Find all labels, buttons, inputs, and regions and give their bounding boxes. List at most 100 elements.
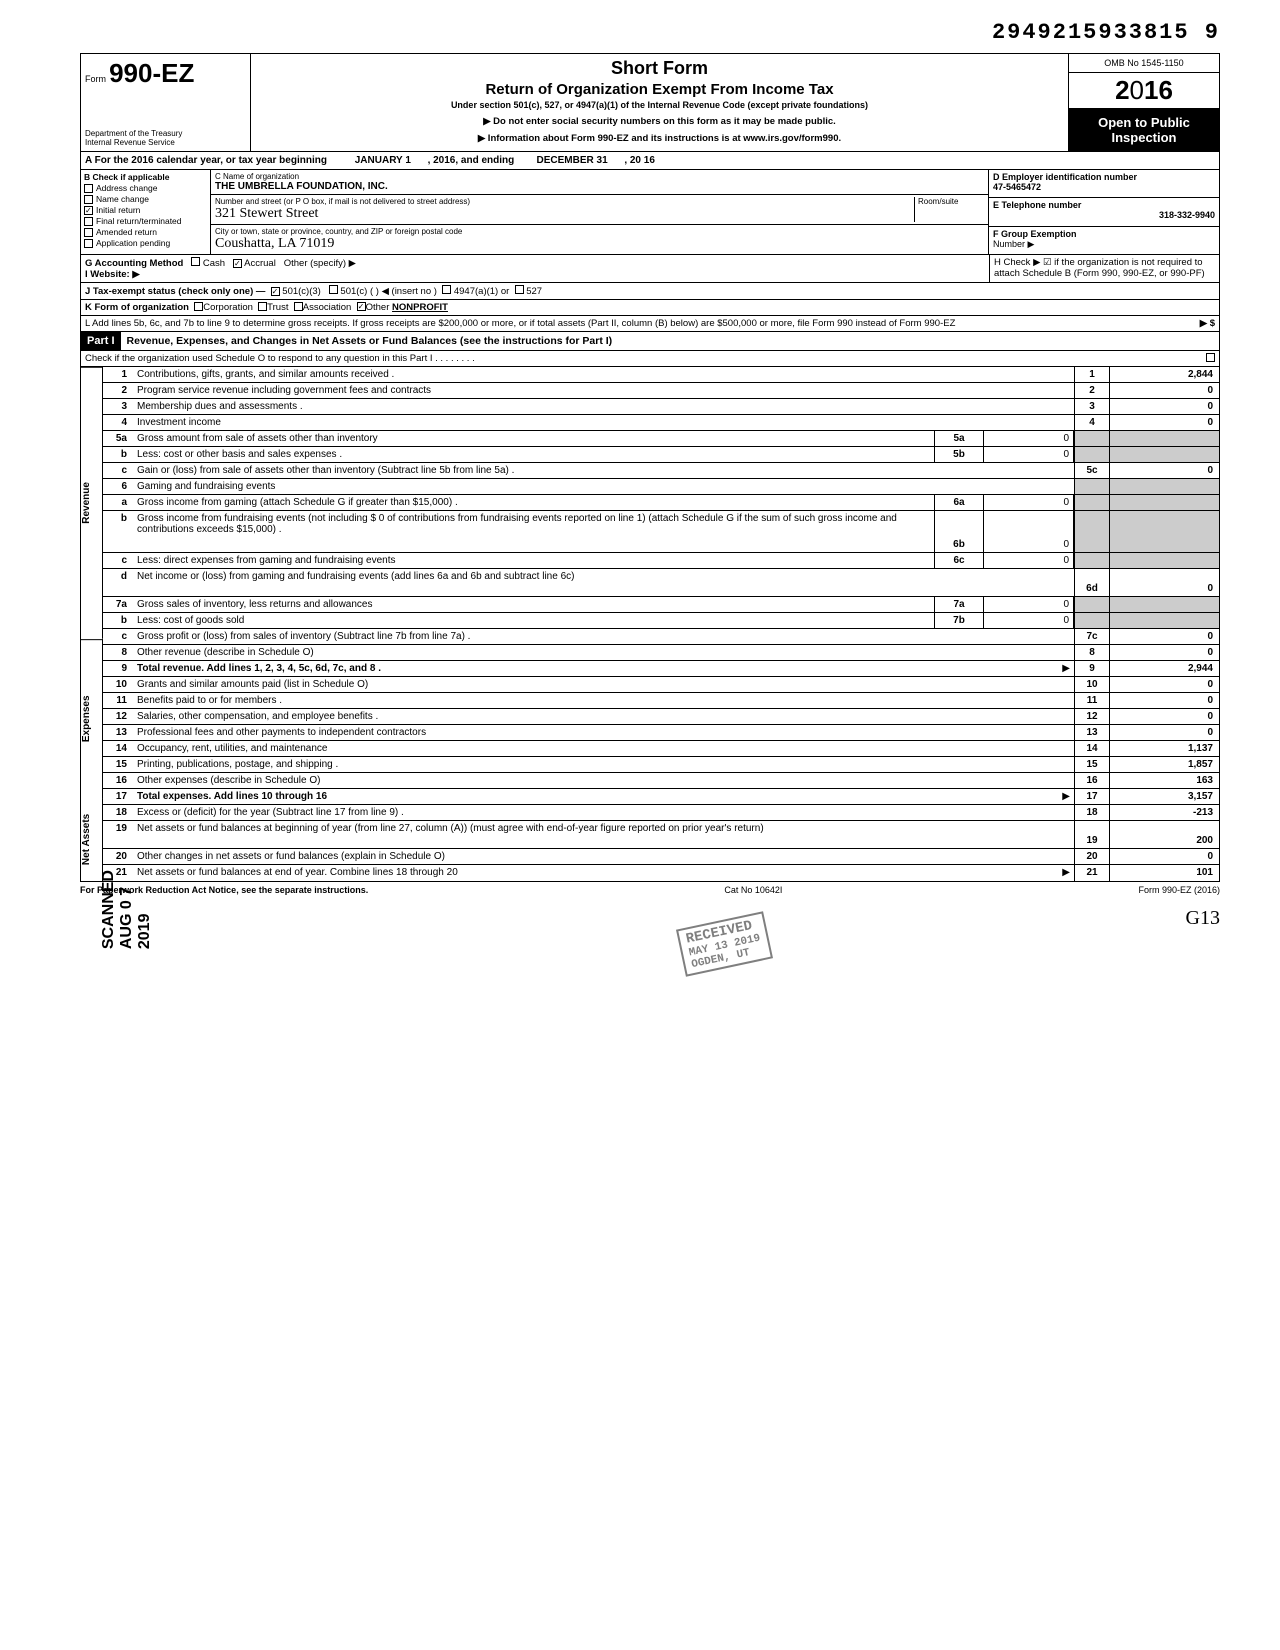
chk-cash[interactable] — [191, 257, 200, 266]
form-number: 990-EZ — [109, 58, 194, 88]
side-labels: Revenue Expenses Net Assets — [81, 367, 103, 881]
chk-final-return[interactable]: Final return/terminated — [84, 216, 207, 226]
line-6c: cLess: direct expenses from gaming and f… — [103, 553, 1219, 569]
line-16: 16Other expenses (describe in Schedule O… — [103, 773, 1219, 789]
line-10: 10Grants and similar amounts paid (list … — [103, 677, 1219, 693]
c-name-row: C Name of organization THE UMBRELLA FOUN… — [211, 170, 988, 195]
org-address: 321 Stewert Street — [215, 206, 914, 222]
d-ein-row: D Employer identification number 47-5465… — [989, 170, 1219, 198]
row-a-start: JANUARY 1 — [355, 155, 411, 166]
main-table: Revenue Expenses Net Assets 1Contributio… — [80, 367, 1220, 882]
line-15: 15Printing, publications, postage, and s… — [103, 757, 1219, 773]
line-13: 13Professional fees and other payments t… — [103, 725, 1219, 741]
part1-title: Revenue, Expenses, and Changes in Net As… — [121, 332, 1219, 350]
line-17: 17Total expenses. Add lines 10 through 1… — [103, 789, 1219, 805]
line-6: 6Gaming and fundraising events — [103, 479, 1219, 495]
i-label: I Website: ▶ — [85, 269, 140, 280]
line-14: 14Occupancy, rent, utilities, and mainte… — [103, 741, 1219, 757]
handwritten-g13: G13 — [80, 907, 1220, 930]
h-box: H Check ▶ ☑ if the organization is not r… — [989, 255, 1219, 282]
chk-501c3[interactable] — [271, 287, 280, 296]
line-7a: 7aGross sales of inventory, less returns… — [103, 597, 1219, 613]
chk-527[interactable] — [515, 285, 524, 294]
c-city-row: City or town, state or province, country… — [211, 225, 988, 254]
side-net-assets: Net Assets — [81, 798, 103, 881]
org-name: THE UMBRELLA FOUNDATION, INC. — [215, 181, 984, 192]
g-label: G Accounting Method — [85, 258, 183, 269]
f-group-row: F Group Exemption Number ▶ — [989, 227, 1219, 254]
line-5c: cGain or (loss) from sale of assets othe… — [103, 463, 1219, 479]
ein: 47-5465472 — [993, 182, 1041, 192]
header-right: OMB No 1545-1150 20201616 Open to Public… — [1069, 54, 1219, 151]
chk-schedule-o[interactable] — [1206, 353, 1215, 362]
k-label: K Form of organization — [85, 302, 189, 313]
dept-line-1: Department of the Treasury — [85, 129, 246, 138]
chk-initial-return[interactable]: Initial return — [84, 205, 207, 215]
f-label: F Group Exemption — [993, 229, 1077, 239]
dept-line-2: Internal Revenue Service — [85, 138, 246, 147]
gi-left: G Accounting Method Cash Accrual Other (… — [81, 255, 989, 282]
room-label: Room/suite — [918, 197, 984, 206]
table-body: 1Contributions, gifts, grants, and simil… — [103, 367, 1219, 881]
row-a: A For the 2016 calendar year, or tax yea… — [80, 152, 1220, 170]
line-19: 19Net assets or fund balances at beginni… — [103, 821, 1219, 849]
form-header: Form 990-EZ Department of the Treasury I… — [80, 53, 1220, 152]
row-a-label: A For the 2016 calendar year, or tax yea… — [85, 155, 327, 166]
chk-address-change[interactable]: Address change — [84, 183, 207, 193]
c-city-label: City or town, state or province, country… — [215, 227, 984, 236]
line-2: 2Program service revenue including gover… — [103, 383, 1219, 399]
header-mid: Short Form Return of Organization Exempt… — [251, 54, 1069, 151]
tax-year: 20201616 — [1069, 73, 1219, 109]
row-j: J Tax-exempt status (check only one) — 5… — [80, 283, 1220, 300]
line-4: 4Investment income40 — [103, 415, 1219, 431]
chk-trust[interactable] — [258, 302, 267, 311]
line-3: 3Membership dues and assessments .30 — [103, 399, 1219, 415]
side-expenses: Expenses — [81, 639, 103, 798]
chk-corp[interactable] — [194, 302, 203, 311]
chk-name-change[interactable]: Name change — [84, 194, 207, 204]
title-return: Return of Organization Exempt From Incom… — [259, 81, 1060, 98]
line-21: 21Net assets or fund balances at end of … — [103, 865, 1219, 881]
j-label: J Tax-exempt status (check only one) — — [85, 286, 265, 297]
chk-501c[interactable] — [329, 285, 338, 294]
line-5b: bLess: cost or other basis and sales exp… — [103, 447, 1219, 463]
block-bcd: B Check if applicable Address change Nam… — [80, 170, 1220, 255]
title-short-form: Short Form — [259, 58, 1060, 79]
line-12: 12Salaries, other compensation, and empl… — [103, 709, 1219, 725]
form-page: 2949215933815 9 Form 990-EZ Department o… — [80, 20, 1220, 930]
row-l: L Add lines 5b, 6c, and 7b to line 9 to … — [80, 316, 1220, 332]
omb-number: OMB No 1545-1150 — [1069, 54, 1219, 73]
l-arrow: ▶ $ — [1200, 318, 1215, 329]
c-addr-label: Number and street (or P O box, if mail i… — [215, 197, 914, 206]
open-to-public: Open to Public Inspection — [1069, 109, 1219, 151]
k-other-val: NONPROFIT — [392, 302, 448, 313]
chk-app-pending[interactable]: Application pending — [84, 238, 207, 248]
form-prefix: Form — [85, 74, 106, 84]
line-6a: aGross income from gaming (attach Schedu… — [103, 495, 1219, 511]
line-8: 8Other revenue (describe in Schedule O)8… — [103, 645, 1219, 661]
line-18: 18Excess or (deficit) for the year (Subt… — [103, 805, 1219, 821]
chk-amended[interactable]: Amended return — [84, 227, 207, 237]
part1-sub: Check if the organization used Schedule … — [80, 351, 1220, 367]
header-left: Form 990-EZ Department of the Treasury I… — [81, 54, 251, 151]
chk-4947[interactable] — [442, 285, 451, 294]
part1-header: Part I Revenue, Expenses, and Changes in… — [80, 332, 1220, 351]
line-20: 20Other changes in net assets or fund ba… — [103, 849, 1219, 865]
e-label: E Telephone number — [993, 200, 1081, 210]
col-de: D Employer identification number 47-5465… — [989, 170, 1219, 254]
open-line-2: Inspection — [1071, 130, 1217, 145]
footer: For Paperwork Reduction Act Notice, see … — [80, 882, 1220, 895]
chk-other-org[interactable] — [357, 302, 366, 311]
c-name-label: C Name of organization — [215, 172, 984, 181]
footer-mid: Cat No 10642I — [724, 885, 782, 895]
line-7c: cGross profit or (loss) from sales of in… — [103, 629, 1219, 645]
note-info: ▶ Information about Form 990-EZ and its … — [259, 133, 1060, 144]
chk-accrual[interactable] — [233, 259, 242, 268]
chk-assoc[interactable] — [294, 302, 303, 311]
line-9: 9Total revenue. Add lines 1, 2, 3, 4, 5c… — [103, 661, 1219, 677]
side-revenue: Revenue — [81, 367, 103, 639]
c-addr-row: Number and street (or P O box, if mail i… — [211, 195, 988, 225]
line-7b: bLess: cost of goods sold7b0 — [103, 613, 1219, 629]
row-gi: G Accounting Method Cash Accrual Other (… — [80, 255, 1220, 283]
doc-number: 2949215933815 9 — [80, 20, 1220, 45]
